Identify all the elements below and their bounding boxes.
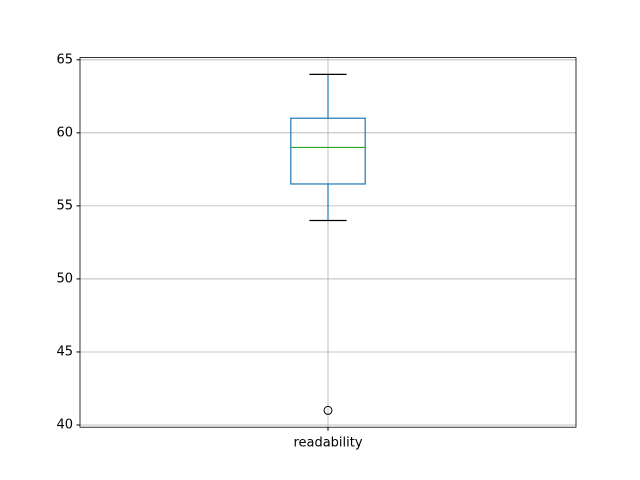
x-tick-label: readability xyxy=(293,436,362,451)
y-tick-label: 55 xyxy=(56,198,73,213)
flier xyxy=(323,405,333,415)
y-tick-label: 40 xyxy=(56,418,73,433)
y-tick-label: 65 xyxy=(56,52,73,67)
plot-frame xyxy=(79,57,577,428)
y-tick-label: 60 xyxy=(56,125,73,140)
y-tick-label: 45 xyxy=(56,344,73,359)
box xyxy=(290,117,366,185)
y-tick-label: 50 xyxy=(56,271,73,286)
